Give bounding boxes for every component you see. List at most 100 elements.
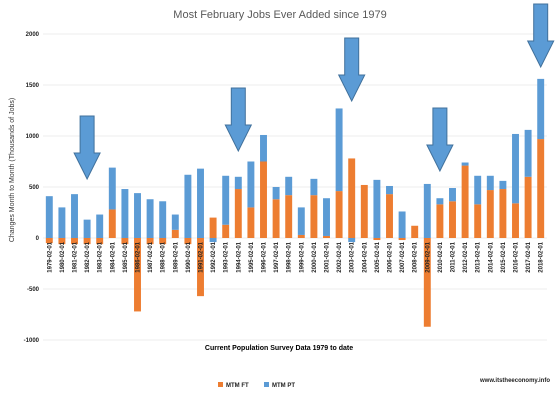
x-tick-label: 1998-02-01 [287, 241, 293, 272]
bar-ft-2018-02-01 [537, 139, 545, 238]
bar-pt-2016-02-01 [512, 133, 519, 204]
bar-ft-1999-02-01 [297, 234, 305, 238]
x-tick-label: 1980-02-01 [60, 241, 66, 272]
x-tick-label: 2003-02-01 [350, 241, 356, 272]
y-tick-label: 2000 [26, 32, 40, 38]
bar-pt-2002-02-01 [335, 108, 343, 192]
bar-pt-1995-02-01 [247, 161, 255, 208]
bars [45, 78, 545, 327]
bar-pt-2007-02-01 [398, 211, 406, 238]
bar-ft-2002-02-01 [335, 191, 343, 238]
bar-pt-2000-02-01 [310, 178, 318, 196]
bar-ft-2006-02-01 [386, 194, 393, 238]
y-tick-label: -500 [27, 287, 40, 293]
x-tick-label: 1979-02-01 [47, 241, 53, 272]
bar-ft-1993-02-01 [222, 224, 230, 238]
bar-pt-1998-02-01 [285, 176, 293, 196]
bar-pt-1983-02-01 [96, 214, 104, 238]
bar-ft-2016-02-01 [512, 203, 519, 238]
legend-swatch-pt [264, 382, 269, 387]
bar-ft-1980-02-01 [58, 238, 66, 245]
x-tick-label: 2017-02-01 [526, 241, 532, 272]
bar-ft-2014-02-01 [486, 190, 494, 238]
arrow-2018-02-01 [526, 3, 555, 69]
bar-pt-2015-02-01 [499, 180, 507, 190]
bar-pt-2006-02-01 [386, 185, 393, 195]
bar-pt-1988-02-01 [159, 201, 167, 238]
bar-ft-2015-02-01 [499, 189, 507, 238]
x-tick-label: 2010-02-01 [438, 241, 444, 272]
bar-pt-2003-02-01 [348, 238, 356, 243]
bar-pt-1986-02-01 [134, 193, 141, 238]
x-tick-label: 2004-02-01 [362, 241, 368, 272]
bar-ft-2007-02-01 [398, 238, 406, 241]
x-tick-label: 1982-02-01 [85, 241, 91, 272]
x-tick-label: 1988-02-01 [161, 241, 167, 272]
y-axis-ticks: -1000 -500 0 500 1000 1500 2000 [24, 32, 40, 344]
bar-ft-2017-02-01 [524, 176, 532, 238]
bar-pt-2005-02-01 [373, 179, 381, 238]
arrow-1994-02-01 [224, 87, 253, 153]
bar-pt-1987-02-01 [146, 199, 154, 238]
legend-swatch-ft [218, 382, 223, 387]
bar-pt-2010-02-01 [436, 198, 444, 205]
bar-ft-2008-02-01 [411, 225, 419, 238]
arrows [73, 3, 555, 181]
x-axis-label: Current Population Survey Data 1979 to d… [205, 345, 353, 352]
bar-ft-2005-02-01 [373, 238, 381, 241]
bar-pt-1999-02-01 [297, 207, 305, 235]
bar-pt-2012-02-01 [461, 162, 469, 166]
bar-ft-1985-02-01 [121, 238, 129, 245]
x-tick-label: 2015-02-01 [501, 241, 507, 272]
y-axis-label: Changes Month to Month (Thousands of Job… [9, 98, 16, 242]
bar-ft-1983-02-01 [96, 238, 104, 245]
x-tick-label: 2009-02-01 [425, 241, 431, 272]
bar-pt-2013-02-01 [474, 175, 482, 205]
bar-pt-1993-02-01 [222, 175, 230, 225]
bar-ft-1995-02-01 [247, 207, 255, 238]
bar-pt-1997-02-01 [272, 187, 280, 200]
bar-pt-1984-02-01 [108, 167, 116, 210]
bar-pt-2018-02-01 [537, 78, 545, 140]
x-tick-label: 1995-02-01 [249, 241, 255, 272]
bar-ft-1979-02-01 [45, 238, 53, 244]
arrow-2003-02-01 [337, 37, 366, 103]
bar-ft-1982-02-01 [83, 238, 91, 245]
bar-pt-1989-02-01 [171, 214, 179, 230]
x-tick-label: 1984-02-01 [110, 241, 116, 272]
y-tick-label: 1000 [26, 134, 40, 140]
bar-pt-1991-02-01 [197, 168, 204, 238]
bar-pt-2009-02-01 [423, 183, 431, 238]
bar-ft-1996-02-01 [260, 161, 267, 238]
x-tick-label: 2014-02-01 [488, 241, 494, 272]
bar-pt-2011-02-01 [449, 188, 456, 202]
bar-ft-1989-02-01 [171, 229, 179, 238]
x-tick-label: 1983-02-01 [98, 241, 104, 272]
bar-ft-1987-02-01 [146, 238, 154, 245]
bar-ft-1998-02-01 [285, 195, 293, 238]
x-tick-label: 2000-02-01 [312, 241, 318, 272]
x-tick-label: 1989-02-01 [173, 241, 179, 272]
bar-pt-2014-02-01 [486, 175, 494, 191]
x-tick-label: 1990-02-01 [186, 241, 192, 272]
bar-pt-1981-02-01 [71, 194, 78, 238]
x-tick-label: 2007-02-01 [400, 241, 406, 272]
x-tick-label: 2005-02-01 [375, 241, 381, 272]
bar-pt-1979-02-01 [45, 196, 53, 238]
bar-ft-2004-02-01 [360, 184, 368, 238]
x-tick-label: 1994-02-01 [236, 241, 242, 272]
bar-pt-1982-02-01 [83, 219, 91, 238]
bar-pt-1980-02-01 [58, 207, 66, 238]
x-tick-label: 1992-02-01 [211, 241, 217, 272]
x-tick-label: 1997-02-01 [274, 241, 280, 272]
x-tick-label: 2018-02-01 [539, 241, 545, 272]
bar-ft-1991-02-01 [197, 238, 204, 297]
bar-ft-1986-02-01 [134, 238, 141, 312]
x-tick-label: 1987-02-01 [148, 241, 154, 272]
x-tick-label: 2016-02-01 [514, 241, 520, 272]
bar-pt-1996-02-01 [260, 134, 267, 162]
y-tick-label: 0 [36, 236, 40, 242]
x-tick-label: 2011-02-01 [451, 241, 457, 272]
x-axis-ticks: 1979-02-01 1980-02-01 1981-02-01 1982-02-01… [47, 241, 544, 272]
bar-pt-1994-02-01 [234, 176, 242, 190]
